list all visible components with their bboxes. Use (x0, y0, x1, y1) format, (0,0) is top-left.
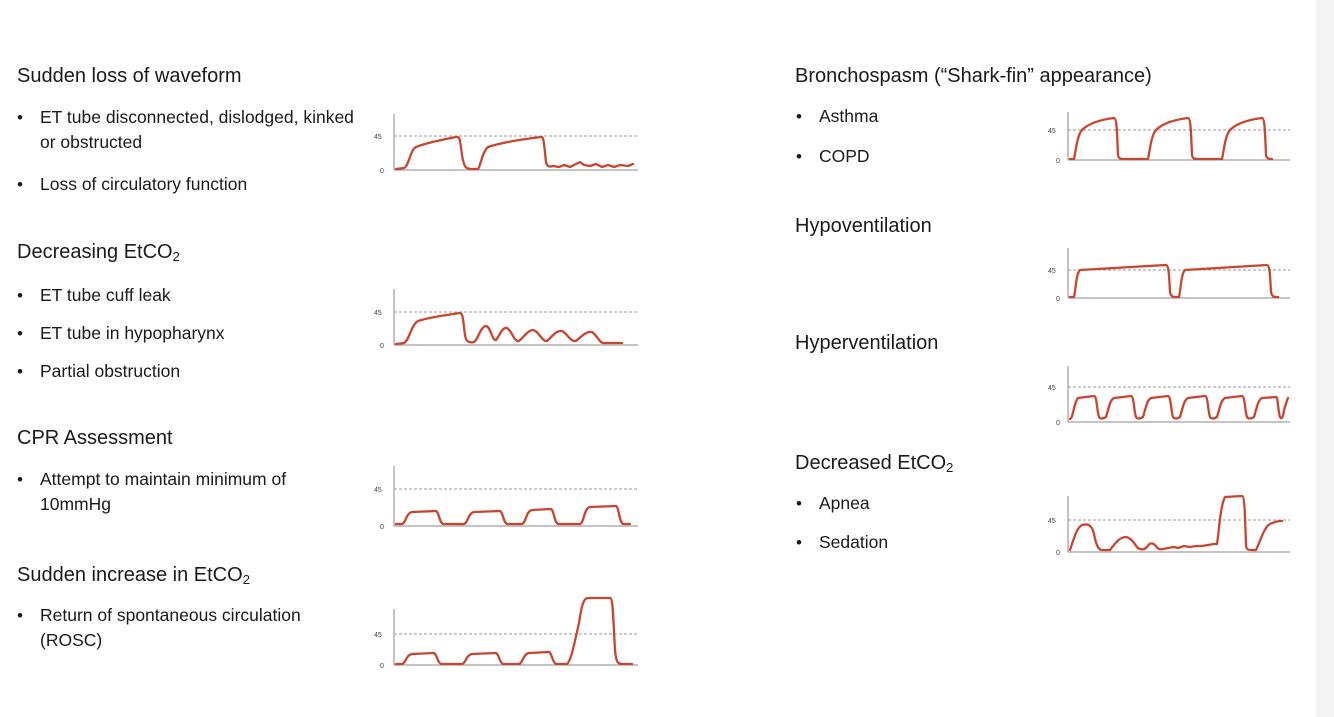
waveform-hypoventilation: 45 0 (1048, 248, 1290, 303)
waveform-hyperventilation: 45 0 (1048, 366, 1290, 427)
axis-label-0: 0 (1056, 296, 1060, 303)
section-title-sudden-increase: Sudden increase in EtCO2 (17, 564, 250, 587)
axis-label-0: 0 (1056, 158, 1060, 165)
page-edge-strip (1316, 0, 1334, 717)
bullet-rosc: Return of spontaneous circulation (ROSC) (17, 603, 350, 653)
axis-label-45: 45 (374, 632, 382, 639)
bullet-maintain-minimum: Attempt to maintain minimum of 10mmHg (17, 467, 350, 517)
waveform-loss-of-waveform: 45 0 (374, 114, 638, 175)
section-title-bronchospasm: Bronchospasm (“Shark-fin” appearance) (795, 65, 1152, 87)
bullet-asthma: Asthma (796, 104, 1019, 129)
axis-label-0: 0 (1056, 420, 1060, 427)
waveform-rosc: 45 0 (374, 596, 638, 670)
bullet-sedation: Sedation (796, 530, 1019, 555)
axis-label-45: 45 (374, 310, 382, 317)
axis-label-45: 45 (374, 487, 382, 494)
bullet-partial-obstruction: Partial obstruction (17, 359, 360, 384)
bullet-hypopharynx: ET tube in hypopharynx (17, 321, 360, 346)
axis-label-45: 45 (1048, 518, 1056, 525)
bullet-apnea: Apnea (796, 491, 1019, 516)
axis-label-45: 45 (374, 134, 382, 141)
waveform-shark-fin: 45 0 (1048, 112, 1290, 165)
section-title-decreased-etco2: Decreased EtCO2 (795, 452, 954, 475)
axis-label-0: 0 (380, 663, 384, 670)
axis-label-45: 45 (1048, 128, 1056, 135)
axis-label-0: 0 (380, 168, 384, 175)
bullet-copd: COPD (796, 144, 1019, 169)
waveform-decreased-etco2: 45 0 (1048, 494, 1290, 557)
axis-label-45: 45 (1048, 385, 1056, 392)
axis-label-0: 0 (380, 343, 384, 350)
bullet-cuff-leak: ET tube cuff leak (17, 283, 360, 308)
axis-label-0: 0 (380, 524, 384, 531)
section-title-hyperventilation: Hyperventilation (795, 332, 939, 354)
bullet-et-tube-disconnected: ET tube disconnected, dislodged, kinked … (17, 105, 370, 155)
waveform-cpr-assessment: 45 0 (374, 466, 638, 531)
waveform-decreasing-etco2: 45 0 (374, 289, 638, 350)
axis-label-45: 45 (1048, 268, 1056, 275)
section-title-hypoventilation: Hypoventilation (795, 215, 932, 237)
section-title-cpr-assessment: CPR Assessment (17, 427, 173, 449)
section-title-decreasing-etco2: Decreasing EtCO2 (17, 241, 180, 264)
bullet-loss-circulatory: Loss of circulatory function (17, 172, 370, 197)
axis-label-0: 0 (1056, 550, 1060, 557)
section-title-loss-of-waveform: Sudden loss of waveform (17, 65, 242, 87)
